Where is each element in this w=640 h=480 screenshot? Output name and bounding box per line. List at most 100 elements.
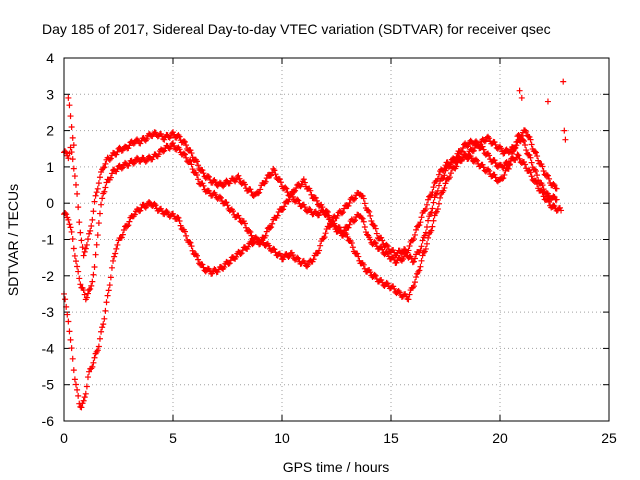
data-point: [423, 240, 430, 247]
data-point: [114, 166, 121, 173]
data-point: [68, 228, 75, 235]
data-point: [69, 355, 76, 362]
data-point: [66, 102, 73, 109]
data-point: [188, 150, 195, 157]
data-point: [76, 275, 83, 282]
data-point: [534, 181, 541, 188]
data-point: [294, 254, 301, 261]
data-point: [312, 194, 319, 201]
data-point: [62, 210, 69, 217]
data-point: [276, 176, 283, 183]
data-point: [321, 234, 328, 241]
data-point: [130, 160, 137, 167]
data-point: [368, 217, 375, 224]
data-point: [80, 252, 87, 259]
data-point: [367, 212, 374, 219]
data-point: [418, 257, 425, 264]
data-point: [543, 171, 550, 178]
data-point: [171, 142, 178, 149]
data-point: [301, 259, 308, 266]
data-point: [193, 171, 200, 178]
data-point: [526, 133, 533, 140]
data-point: [423, 224, 430, 231]
data-point: [199, 261, 206, 268]
data-point: [66, 328, 73, 335]
data-point: [474, 157, 481, 164]
data-point: [482, 137, 489, 144]
data-point: [98, 201, 105, 208]
data-point: [352, 217, 359, 224]
data-point: [313, 197, 320, 204]
data-point: [343, 231, 350, 238]
data-point: [419, 237, 426, 244]
data-point: [119, 164, 126, 171]
data-point: [360, 261, 367, 268]
data-point: [473, 138, 480, 145]
data-point: [95, 343, 102, 350]
data-point: [205, 187, 212, 194]
data-point: [77, 281, 84, 288]
data-point: [550, 202, 557, 209]
data-point: [520, 138, 527, 145]
data-point: [418, 243, 425, 250]
data-point: [544, 172, 551, 179]
data-point: [416, 267, 423, 274]
data-point: [221, 181, 228, 188]
data-point: [532, 178, 539, 185]
data-point: [417, 247, 424, 254]
data-point: [151, 200, 158, 207]
data-point: [372, 272, 379, 279]
data-point: [301, 179, 308, 186]
data-point: [378, 234, 385, 241]
data-point: [532, 168, 539, 175]
data-point: [81, 394, 88, 401]
data-point: [379, 237, 386, 244]
data-point: [64, 311, 71, 318]
data-point: [346, 221, 353, 228]
data-point: [512, 145, 519, 152]
data-point: [67, 144, 74, 151]
data-point: [98, 169, 105, 176]
data-point: [237, 250, 244, 257]
data-point: [193, 158, 200, 165]
y-tick-label: -6: [42, 413, 55, 429]
data-point: [80, 287, 87, 294]
data-point: [290, 188, 297, 195]
data-point: [391, 285, 398, 292]
data-point: [341, 205, 348, 212]
data-point: [435, 171, 442, 178]
data-point: [459, 154, 466, 161]
data-point: [249, 241, 256, 248]
data-point: [84, 290, 91, 297]
data-point: [74, 386, 81, 393]
data-point: [405, 296, 412, 303]
data-point: [272, 171, 279, 178]
data-point: [152, 202, 159, 209]
chart-title: Day 185 of 2017, Sidereal Day-to-day VTE…: [42, 21, 551, 37]
data-point: [102, 184, 109, 191]
data-point: [320, 208, 327, 215]
data-point: [458, 157, 465, 164]
data-point: [86, 230, 93, 237]
data-point: [465, 142, 472, 148]
data-point: [77, 229, 84, 236]
data-point: [310, 256, 317, 263]
data-point: [367, 269, 374, 276]
data-point: [268, 172, 275, 179]
data-point: [528, 141, 535, 148]
data-point: [403, 293, 410, 300]
data-point: [107, 155, 114, 162]
data-point: [180, 138, 187, 145]
data-point: [429, 189, 436, 196]
data-point: [90, 208, 97, 215]
data-point: [406, 291, 413, 298]
data-point: [200, 264, 207, 271]
data-point: [480, 146, 487, 153]
data-point: [78, 404, 85, 411]
data-point: [447, 160, 454, 167]
data-point: [411, 279, 418, 286]
y-tick-label: -1: [42, 232, 55, 248]
data-point: [355, 253, 362, 260]
data-point: [189, 247, 196, 254]
data-point: [67, 224, 74, 231]
